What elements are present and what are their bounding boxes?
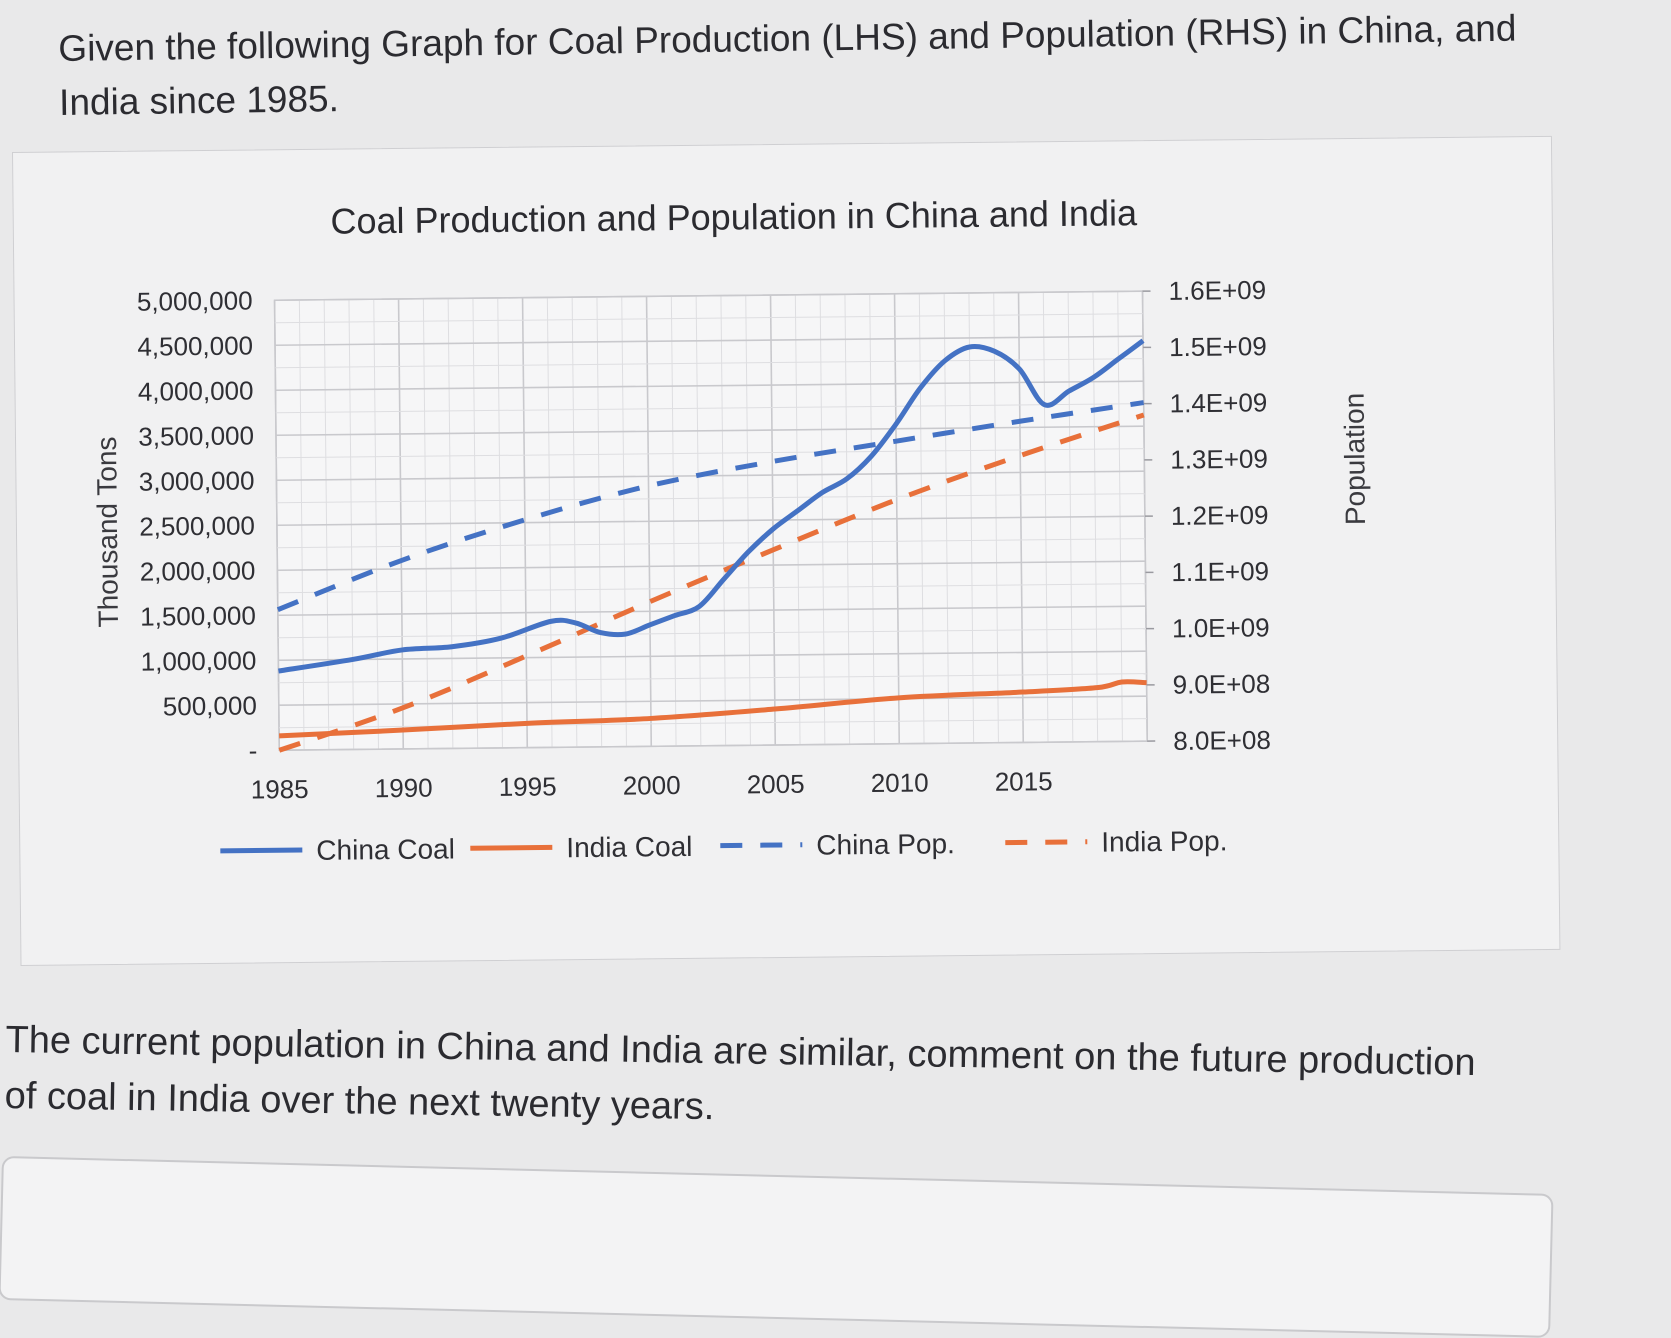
y2-tick-label: 1.2E+09	[1171, 500, 1269, 531]
followup-question: The current population in China and Indi…	[4, 1012, 1506, 1148]
x-tick-label: 1990	[375, 773, 433, 804]
legend-swatch	[1005, 842, 1087, 843]
y2-tick-label: 9.0E+08	[1172, 669, 1270, 700]
y2-tick-label: 1.4E+09	[1170, 387, 1268, 418]
legend-swatch	[470, 847, 552, 848]
y2-tick-label: 1.0E+09	[1172, 612, 1270, 643]
legend-swatch	[220, 850, 302, 851]
x-tick-label: 1985	[251, 774, 309, 805]
legend-label: India Coal	[566, 831, 692, 863]
chart-legend: China Coal India Coal China Pop. India Pop.	[220, 825, 1227, 867]
question-text: Given the following Graph for Coal Produ…	[58, 1, 1579, 130]
x-tick-label: 2010	[871, 767, 929, 798]
y-tick-label: 4,000,000	[138, 375, 254, 406]
x-tick-label: 2000	[623, 770, 681, 801]
legend-label: China Pop.	[816, 828, 955, 860]
y-tick-label: 500,000	[163, 690, 257, 721]
y2-tick-label: 1.1E+09	[1171, 556, 1269, 587]
x-tick-label: 2005	[747, 769, 805, 800]
chart-card: Coal Production and Population in China …	[12, 136, 1560, 966]
y-tick-label: 5,000,000	[137, 285, 253, 316]
legend-label: India Pop.	[1101, 825, 1227, 857]
y2-tick-label: 1.5E+09	[1169, 331, 1267, 362]
y-tick-label: 2,500,000	[139, 510, 255, 541]
y-tick-label: 2,000,000	[140, 555, 256, 586]
chart: Coal Production and Population in China …	[13, 137, 1559, 965]
y-tick-label: -	[248, 735, 257, 765]
y2-tick-label: 1.6E+09	[1168, 275, 1266, 306]
y2-axis-title: Population	[1339, 393, 1371, 526]
y-tick-label: 1,500,000	[140, 600, 256, 631]
y-tick-label: 3,000,000	[139, 465, 255, 496]
answer-input[interactable]	[0, 1156, 1554, 1338]
y-tick-label: 1,000,000	[141, 645, 257, 676]
y-tick-label: 4,500,000	[137, 330, 253, 361]
x-tick-label: 2015	[995, 766, 1053, 797]
y2-tick-label: 1.3E+09	[1170, 444, 1268, 475]
y-tick-label: 3,500,000	[138, 420, 254, 451]
legend-swatch	[720, 845, 802, 846]
y-axis-title: Thousand Tons	[91, 436, 124, 627]
legend-label: China Coal	[316, 833, 455, 865]
y2-tick-label: 8.0E+08	[1173, 725, 1271, 756]
chart-title: Coal Production and Population in China …	[330, 192, 1138, 241]
x-tick-label: 1995	[499, 771, 557, 802]
